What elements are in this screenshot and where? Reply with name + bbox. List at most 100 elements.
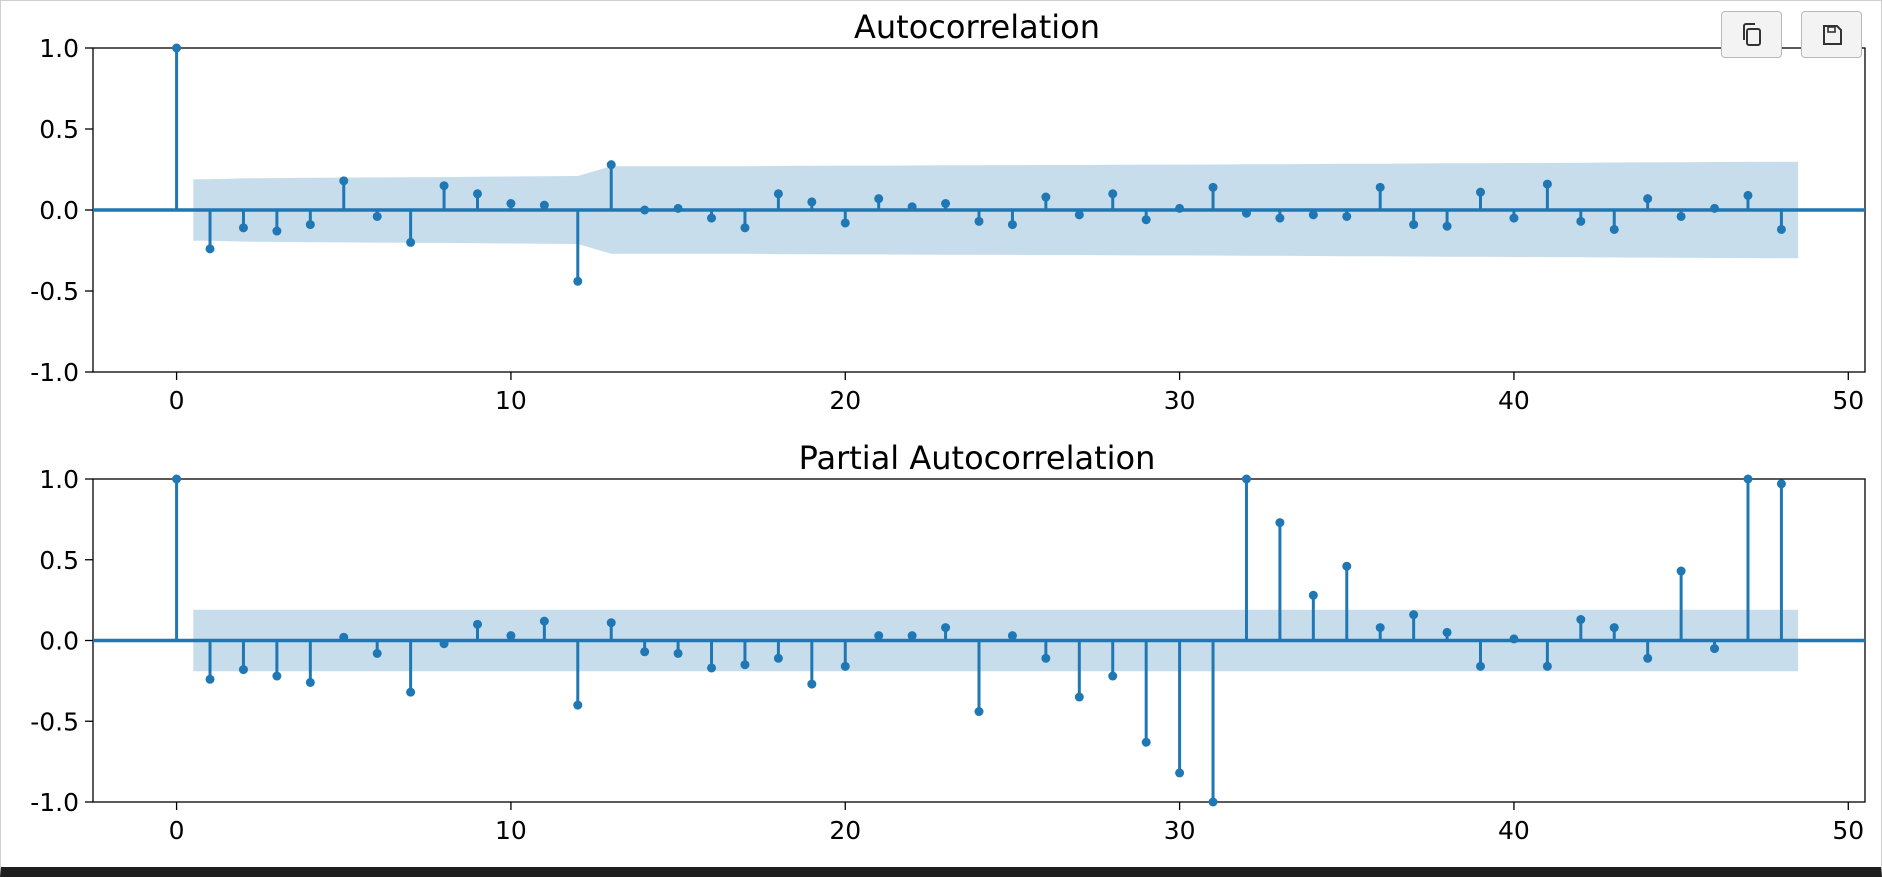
- point-lag-16: [707, 213, 717, 223]
- copy-button[interactable]: [1721, 11, 1782, 58]
- point-lag-31: [1208, 797, 1218, 807]
- x-tick-label: 50: [1832, 386, 1864, 415]
- point-lag-1: [205, 674, 215, 684]
- point-lag-22: [907, 202, 917, 212]
- point-lag-11: [539, 616, 549, 626]
- point-lag-31: [1208, 182, 1218, 192]
- point-lag-10: [506, 631, 516, 641]
- point-lag-26: [1041, 653, 1051, 663]
- point-lag-28: [1108, 671, 1118, 681]
- point-lag-13: [606, 160, 616, 170]
- point-lag-45: [1676, 211, 1686, 221]
- point-lag-48: [1776, 224, 1786, 234]
- point-lag-33: [1275, 518, 1285, 528]
- x-tick-label: 50: [1832, 816, 1864, 845]
- point-lag-34: [1308, 210, 1318, 220]
- point-lag-41: [1542, 179, 1552, 189]
- y-tick-label: 0.0: [39, 196, 79, 225]
- point-lag-2: [238, 223, 248, 233]
- point-lag-6: [372, 211, 382, 221]
- point-lag-37: [1409, 610, 1419, 620]
- pacf-panel: Partial Autocorrelation 1.0 0.5 0.0 -0.5 -1.…: [30, 439, 1866, 845]
- x-tick-label: 30: [1164, 816, 1196, 845]
- point-lag-44: [1643, 653, 1653, 663]
- save-icon: [1822, 24, 1842, 45]
- point-lag-23: [941, 623, 951, 633]
- point-lag-36: [1375, 623, 1385, 633]
- point-lag-16: [707, 663, 717, 673]
- point-lag-30: [1175, 203, 1185, 213]
- point-lag-17: [740, 223, 750, 233]
- save-button[interactable]: [1801, 11, 1862, 58]
- point-lag-19: [807, 679, 817, 689]
- point-lag-35: [1342, 211, 1352, 221]
- point-lag-43: [1609, 224, 1619, 234]
- y-tick-label: 1.0: [39, 465, 79, 494]
- point-lag-40: [1509, 213, 1519, 223]
- point-lag-46: [1710, 203, 1720, 213]
- y-tick-label: -0.5: [30, 277, 79, 306]
- y-tick-label: 0.0: [39, 627, 79, 656]
- point-lag-40: [1509, 634, 1519, 644]
- point-lag-33: [1275, 213, 1285, 223]
- point-lag-41: [1542, 661, 1552, 671]
- point-lag-7: [406, 687, 416, 697]
- point-lag-20: [840, 218, 850, 228]
- y-tick-label: 0.5: [39, 115, 79, 144]
- y-tick-label: -1.0: [30, 788, 79, 817]
- point-lag-3: [272, 226, 282, 236]
- point-lag-18: [773, 653, 783, 663]
- point-lag-5: [339, 176, 349, 186]
- point-lag-1: [205, 244, 215, 254]
- point-lag-29: [1141, 215, 1151, 225]
- point-lag-29: [1141, 737, 1151, 747]
- point-lag-27: [1074, 210, 1084, 220]
- point-lag-12: [573, 700, 583, 710]
- x-tick-label: 20: [829, 386, 861, 415]
- point-lag-14: [640, 647, 650, 657]
- point-lag-7: [406, 237, 416, 247]
- point-lag-38: [1442, 221, 1452, 231]
- acf-panel: Autocorrelation 1.0 0.5 0.0 -0.5 -1.0 0 10 20 30…: [30, 8, 1866, 415]
- point-lag-2: [238, 665, 248, 675]
- point-lag-11: [539, 200, 549, 210]
- point-lag-9: [472, 189, 482, 199]
- x-tick-label: 40: [1498, 816, 1530, 845]
- point-lag-30: [1175, 768, 1185, 778]
- point-lag-39: [1476, 187, 1486, 197]
- point-lag-21: [874, 194, 884, 204]
- pacf-title: Partial Autocorrelation: [799, 439, 1156, 477]
- point-lag-17: [740, 660, 750, 670]
- point-lag-8: [439, 639, 449, 649]
- point-lag-26: [1041, 192, 1051, 202]
- point-lag-42: [1576, 216, 1586, 226]
- point-lag-25: [1007, 631, 1017, 641]
- point-lag-19: [807, 197, 817, 207]
- point-lag-35: [1342, 561, 1352, 571]
- y-tick-label: -0.5: [30, 707, 79, 736]
- acf-title: Autocorrelation: [854, 8, 1100, 46]
- point-lag-9: [472, 619, 482, 629]
- point-lag-22: [907, 631, 917, 641]
- point-lag-32: [1241, 208, 1251, 218]
- point-lag-48: [1776, 479, 1786, 489]
- point-lag-25: [1007, 220, 1017, 230]
- point-lag-39: [1476, 661, 1486, 671]
- point-lag-6: [372, 648, 382, 658]
- point-lag-13: [606, 618, 616, 628]
- point-lag-0: [172, 43, 182, 53]
- point-lag-20: [840, 661, 850, 671]
- point-lag-4: [305, 677, 315, 687]
- point-lag-4: [305, 220, 315, 230]
- point-lag-47: [1743, 190, 1753, 200]
- point-lag-18: [773, 189, 783, 199]
- x-tick-label: 10: [495, 816, 527, 845]
- point-lag-43: [1609, 623, 1619, 633]
- point-lag-5: [339, 632, 349, 642]
- point-lag-38: [1442, 627, 1452, 637]
- y-tick-label: 0.5: [39, 546, 79, 575]
- point-lag-32: [1241, 474, 1251, 484]
- point-lag-45: [1676, 566, 1686, 576]
- point-lag-24: [974, 216, 984, 226]
